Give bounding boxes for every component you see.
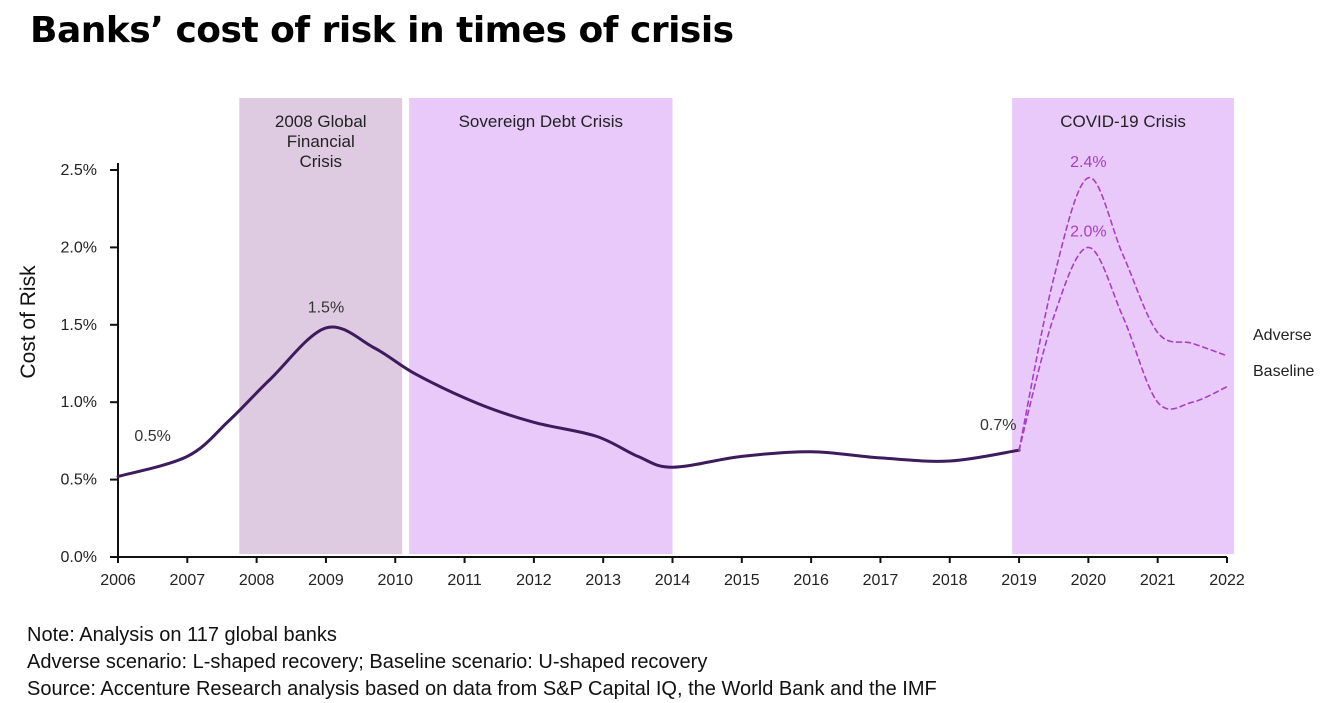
x-tick-label: 2019: [1001, 572, 1037, 589]
data-label: 0.7%: [980, 417, 1016, 434]
note-scenarios: Adverse scenario: L-shaped recovery; Bas…: [27, 651, 708, 673]
x-tick-label: 2008: [239, 572, 275, 589]
x-tick-label: 2014: [655, 572, 691, 589]
y-tick-label: 1.5%: [61, 317, 97, 334]
y-ticks: 0.0% 0.5% 1.0% 1.5% 2.0% 2.5%: [61, 162, 118, 566]
x-ticks: 2006 2007 2008 2009 2010 2011 2012 2013 2014 2015…: [100, 557, 1245, 589]
crisis-band-label: Crisis: [299, 152, 342, 171]
x-tick-label: 2010: [377, 572, 413, 589]
x-tick-label: 2007: [170, 572, 206, 589]
y-tick-label: 2.0%: [61, 239, 97, 256]
note-sample: Note: Analysis on 117 global banks: [27, 624, 337, 646]
x-tick-label: 2013: [585, 572, 621, 589]
y-tick-label: 1.0%: [61, 394, 97, 411]
series-label-adverse: Adverse: [1253, 327, 1312, 344]
data-label: 1.5%: [308, 299, 344, 316]
x-tick-label: 2018: [932, 572, 968, 589]
crisis-band-2008-global-financial-crisis: [239, 98, 403, 554]
y-tick-label: 0.0%: [61, 549, 97, 566]
data-label: 2.0%: [1070, 224, 1106, 241]
x-tick-label: 2016: [793, 572, 829, 589]
x-tick-label: 2021: [1140, 572, 1176, 589]
y-tick-label: 2.5%: [61, 162, 97, 179]
y-tick-label: 0.5%: [61, 472, 97, 489]
series-line-baseline: [1018, 246, 1228, 451]
x-tick-label: 2022: [1209, 572, 1245, 589]
series-label-baseline: Baseline: [1253, 363, 1314, 380]
x-tick-label: 2009: [308, 572, 344, 589]
crisis-band-label: Sovereign Debt Crisis: [459, 112, 623, 131]
note-source: Source: Accenture Research analysis base…: [27, 678, 937, 700]
y-axis-label: Cost of Risk: [17, 265, 40, 379]
chart-title: Banks’ cost of risk in times of crisis: [30, 10, 734, 51]
chart-notes: Note: Analysis on 117 global banks Adver…: [27, 622, 937, 703]
x-tick-label: 2012: [516, 572, 552, 589]
crisis-band-covid-19-crisis: [1012, 98, 1234, 554]
x-tick-label: 2017: [863, 572, 899, 589]
x-tick-label: 2011: [447, 572, 482, 589]
crisis-band-label: 2008 Global: [275, 112, 367, 131]
data-label: 0.5%: [134, 428, 170, 445]
series-labels: Adverse Baseline: [1253, 327, 1314, 380]
x-tick-label: 2020: [1071, 572, 1107, 589]
series-line-historical: [116, 325, 1021, 479]
x-tick-label: 2015: [724, 572, 760, 589]
series-line-adverse: [1018, 176, 1228, 451]
crisis-band-label: Financial: [287, 132, 355, 151]
x-tick-label: 2006: [100, 572, 136, 589]
crisis-band-sovereign-debt-crisis: [409, 98, 673, 554]
data-labels: 0.5% 1.5% 0.7% 2.4% 2.0%: [134, 154, 1106, 445]
series: [116, 176, 1228, 479]
crisis-band-label: COVID-19 Crisis: [1060, 112, 1186, 131]
data-label: 2.4%: [1070, 154, 1106, 171]
